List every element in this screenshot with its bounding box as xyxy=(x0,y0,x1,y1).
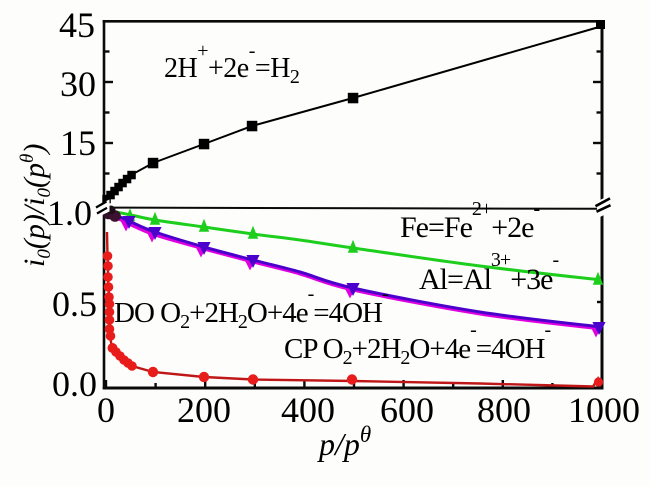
svg-text:1.0: 1.0 xyxy=(47,193,92,233)
svg-text:0.5: 0.5 xyxy=(52,284,97,324)
svg-text:1000: 1000 xyxy=(568,390,640,430)
svg-text:600: 600 xyxy=(380,390,434,430)
svg-text:45: 45 xyxy=(59,5,95,45)
svg-text:400: 400 xyxy=(281,390,335,430)
svg-text:i0(p)/i0(pθ): i0(p)/i0(pθ) xyxy=(17,144,55,267)
svg-text:0.0: 0.0 xyxy=(52,364,97,404)
svg-text:0: 0 xyxy=(97,390,115,430)
svg-text:30: 30 xyxy=(60,64,96,104)
svg-text:200: 200 xyxy=(177,390,231,430)
svg-text:800: 800 xyxy=(477,390,531,430)
svg-text:15: 15 xyxy=(60,123,96,163)
